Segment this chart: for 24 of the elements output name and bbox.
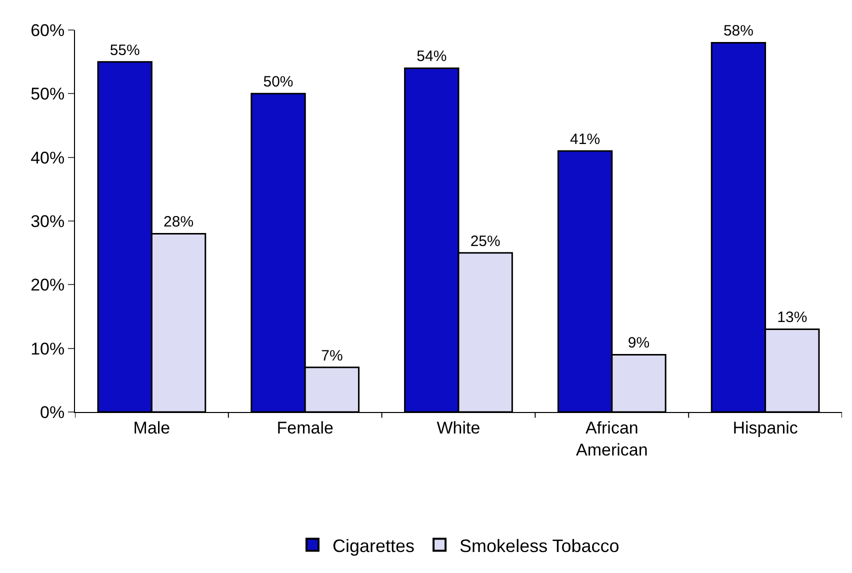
x-tick-label: African American — [576, 418, 648, 460]
data-label: 58% — [723, 22, 754, 40]
data-label: 7% — [321, 347, 343, 364]
legend-label: Cigarettes — [332, 536, 415, 556]
data-label: 28% — [164, 214, 194, 231]
x-tick-label: White — [436, 418, 480, 438]
x-tick-label: Female — [276, 418, 334, 438]
data-label: 54% — [416, 48, 447, 66]
data-label: 13% — [777, 309, 808, 326]
y-tick-label: 10% — [30, 339, 65, 358]
y-tick-label: 0% — [40, 402, 65, 422]
y-tick-label: 20% — [30, 276, 65, 295]
y-tick-label: 60% — [30, 20, 65, 40]
y-tick-label: 30% — [30, 212, 65, 231]
x-tick-label: Hispanic — [732, 418, 798, 438]
data-label: 25% — [470, 232, 500, 250]
y-tick-label: 40% — [30, 148, 65, 168]
data-label: 50% — [263, 74, 294, 91]
x-tick-label: Male — [133, 418, 170, 438]
legend-label: Smokeless Tobacco — [460, 536, 620, 556]
data-label: 55% — [110, 42, 140, 59]
data-label: 9% — [628, 334, 650, 352]
data-label: 41% — [570, 130, 600, 148]
y-tick-label: 50% — [30, 84, 65, 104]
